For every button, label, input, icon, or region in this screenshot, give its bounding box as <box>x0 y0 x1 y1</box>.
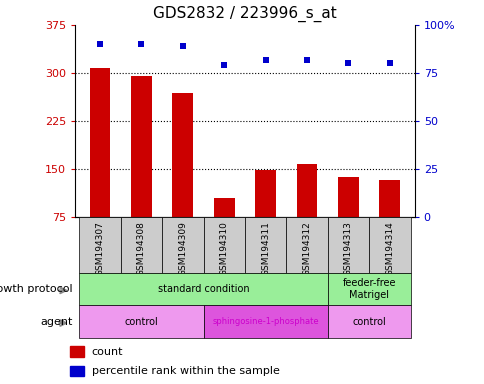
Point <box>220 62 227 68</box>
Bar <box>79 273 327 305</box>
Bar <box>162 217 203 273</box>
Text: control: control <box>124 316 158 327</box>
Bar <box>327 217 368 273</box>
Bar <box>378 180 399 217</box>
Text: percentile rank within the sample: percentile rank within the sample <box>91 366 279 376</box>
Bar <box>368 217 409 273</box>
Bar <box>296 164 317 217</box>
Bar <box>79 217 121 273</box>
Bar <box>90 68 110 217</box>
Bar <box>131 76 151 217</box>
Bar <box>70 346 84 357</box>
Text: GSM194310: GSM194310 <box>219 222 228 276</box>
Point <box>344 60 351 66</box>
Point <box>179 43 186 49</box>
Text: standard condition: standard condition <box>157 284 249 294</box>
Point <box>137 41 145 47</box>
Bar <box>327 305 409 338</box>
Point <box>96 41 104 47</box>
Text: count: count <box>91 347 123 357</box>
Text: GSM194314: GSM194314 <box>385 222 393 276</box>
Text: control: control <box>351 316 385 327</box>
Point <box>385 60 393 66</box>
Text: GSM194308: GSM194308 <box>136 222 146 276</box>
Title: GDS2832 / 223996_s_at: GDS2832 / 223996_s_at <box>153 6 336 22</box>
Text: growth protocol: growth protocol <box>0 284 73 294</box>
Bar <box>255 170 275 217</box>
Point <box>302 56 310 63</box>
Text: feeder-free
Matrigel: feeder-free Matrigel <box>342 278 395 300</box>
Bar <box>79 305 203 338</box>
Text: GSM194311: GSM194311 <box>260 222 270 276</box>
Point <box>261 56 269 63</box>
Text: GSM194309: GSM194309 <box>178 222 187 276</box>
Text: agent: agent <box>40 316 73 327</box>
Bar <box>203 305 327 338</box>
Bar <box>244 217 286 273</box>
Bar <box>286 217 327 273</box>
Bar <box>213 198 234 217</box>
Bar <box>121 217 162 273</box>
Bar <box>70 366 84 376</box>
Text: GSM194307: GSM194307 <box>95 222 104 276</box>
Text: GSM194313: GSM194313 <box>343 222 352 276</box>
Bar <box>203 217 244 273</box>
Text: GSM194312: GSM194312 <box>302 222 311 276</box>
Bar <box>172 93 193 217</box>
Text: sphingosine-1-phosphate: sphingosine-1-phosphate <box>212 317 318 326</box>
Bar <box>337 177 358 217</box>
Bar <box>327 273 409 305</box>
